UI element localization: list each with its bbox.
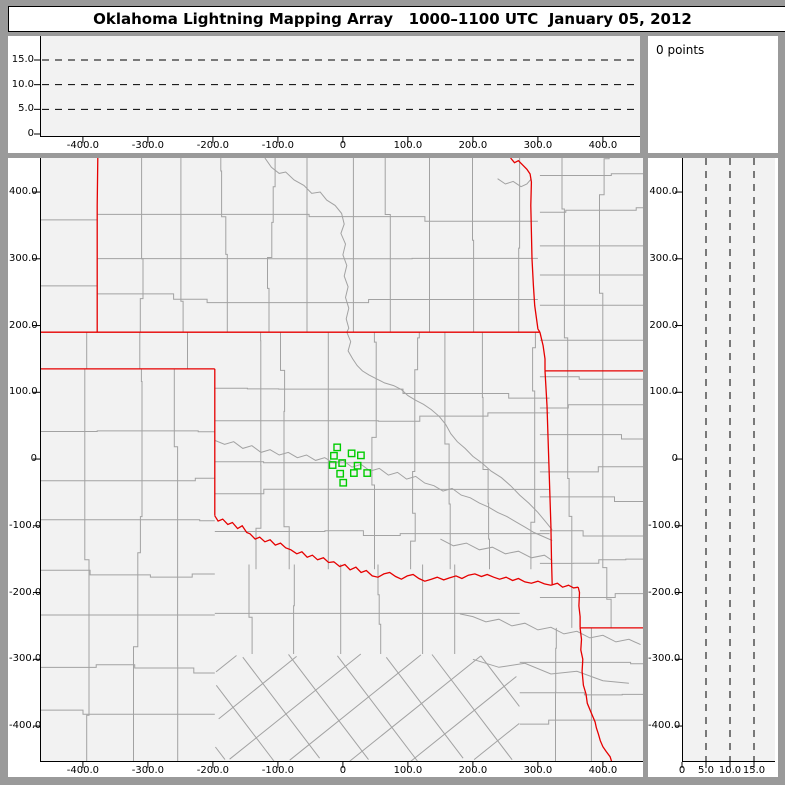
plan-view-map-plot[interactable] xyxy=(8,158,643,777)
ns-tick-label: 400.0 xyxy=(9,186,38,198)
ew-tick-label: 400.0 xyxy=(588,140,618,151)
altitude-tick-label: 0 xyxy=(678,765,686,776)
ns-tick-label: 200.0 xyxy=(649,319,678,331)
ew-tick-label: 0 xyxy=(339,140,347,151)
altitude-ns-cross-section-panel[interactable]: 400.0 300.0 200.0 100.0 0 -100.0 -200.0 -300.0 -… xyxy=(648,158,778,777)
lma-station-marker xyxy=(338,459,347,467)
ew-tick-label: -300.0 xyxy=(131,765,165,776)
lma-station-marker xyxy=(333,443,342,452)
axis-ticks xyxy=(675,191,755,768)
altitude-ew-cross-section-panel[interactable]: 0 5.0 10.0 15.0 -400.0 -300.0 -200.0 -100.0 0 100… xyxy=(8,36,640,153)
ns-tick-label: 200.0 xyxy=(9,319,38,331)
ns-tick-label: -300.0 xyxy=(648,653,681,665)
ns-tick-label: 100.0 xyxy=(649,386,678,398)
altitude-tick-label: 10.0 xyxy=(718,765,742,776)
lma-station-marker xyxy=(357,451,365,460)
altitude-tick-label: 5.0 xyxy=(18,103,34,115)
ew-tick-label: -400.0 xyxy=(66,765,100,776)
ew-tick-label: -100.0 xyxy=(261,140,295,151)
ew-tick-label: 400.0 xyxy=(588,765,618,776)
ns-tick-label: 0 xyxy=(30,453,37,465)
altitude-dashed-gridlines xyxy=(42,59,640,110)
lma-station-markers xyxy=(328,443,372,487)
plan-view-map-panel[interactable]: 400.0 300.0 200.0 100.0 0 -100.0 -200.0 -300.0 -… xyxy=(8,158,643,777)
altitude-tick-label: 15.0 xyxy=(11,54,34,65)
ns-tick-label: 300.0 xyxy=(649,252,678,264)
ns-tick-label: -300.0 xyxy=(9,653,42,665)
ew-tick-label: -100.0 xyxy=(261,765,295,776)
river-lines xyxy=(214,158,641,684)
ns-tick-label: -100.0 xyxy=(9,519,42,531)
lma-station-marker xyxy=(353,461,362,470)
lma-station-marker xyxy=(336,469,345,478)
ew-tick-label: -300.0 xyxy=(131,140,165,151)
lma-station-marker xyxy=(328,461,337,469)
ew-tick-label: -200.0 xyxy=(196,765,230,776)
altitude-ns-plot[interactable] xyxy=(648,158,778,777)
axis-ticks xyxy=(34,59,604,143)
ns-tick-label: 100.0 xyxy=(9,386,38,398)
ew-tick-label: 0 xyxy=(339,765,347,776)
points-status-panel: 0 points xyxy=(648,36,778,153)
window-title: Oklahoma Lightning Mapping Array 1000–11… xyxy=(93,10,692,28)
state-border-lines xyxy=(40,158,643,762)
ns-tick-label: -400.0 xyxy=(648,720,681,732)
ew-tick-label: -400.0 xyxy=(66,140,100,151)
lma-station-marker xyxy=(349,469,358,477)
county-lines xyxy=(40,158,643,762)
title-bar: Oklahoma Lightning Mapping Array 1000–11… xyxy=(8,6,785,32)
ns-tick-label: -200.0 xyxy=(9,586,42,598)
lma-station-marker xyxy=(347,449,356,458)
altitude-tick-label: 15.0 xyxy=(742,765,766,776)
altitude-ew-plot[interactable] xyxy=(8,36,640,153)
ew-tick-label: 100.0 xyxy=(393,140,423,151)
ew-tick-label: 200.0 xyxy=(458,765,488,776)
lma-station-marker xyxy=(339,478,348,487)
ew-tick-label: 200.0 xyxy=(458,140,488,151)
ew-tick-label: 100.0 xyxy=(393,765,423,776)
points-count-label: 0 points xyxy=(656,43,705,57)
ew-tick-label: 300.0 xyxy=(523,140,553,151)
axis-ticks xyxy=(33,191,604,768)
ns-tick-label: 0 xyxy=(671,453,678,465)
ns-tick-label: 400.0 xyxy=(649,186,678,198)
ew-tick-label: 300.0 xyxy=(523,765,553,776)
altitude-tick-label: 10.0 xyxy=(11,78,34,90)
ew-tick-label: -200.0 xyxy=(196,140,230,151)
ns-tick-label: -400.0 xyxy=(9,720,42,732)
altitude-tick-label: 0 xyxy=(27,128,34,139)
ns-tick-label: -100.0 xyxy=(648,519,681,531)
ns-tick-label: 300.0 xyxy=(9,252,38,264)
altitude-tick-label: 5.0 xyxy=(698,765,714,776)
altitude-dashed-gridlines xyxy=(705,158,755,762)
ns-tick-label: -200.0 xyxy=(648,586,681,598)
lma-station-marker xyxy=(330,451,338,460)
lma-station-marker xyxy=(363,469,372,477)
